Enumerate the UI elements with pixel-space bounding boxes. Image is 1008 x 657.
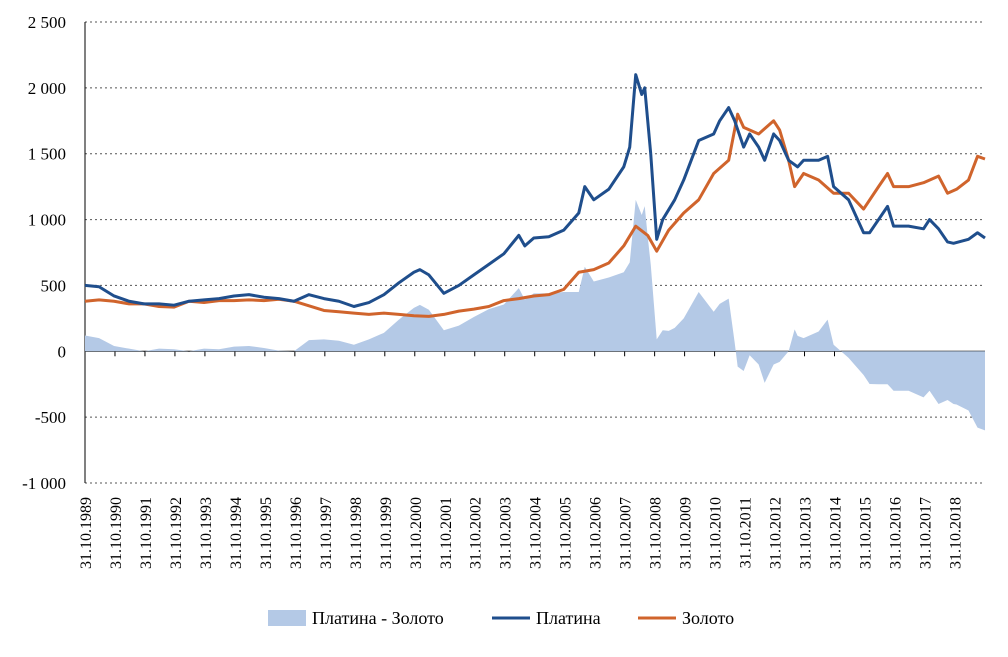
legend-swatch-diff — [268, 610, 306, 626]
legend-label-diff: Платина - Золото — [312, 608, 444, 628]
y-axis-tick-labels: 2 500 2 000 1 500 1 000 500 0 -500 -1 000 — [22, 13, 66, 493]
x-tick-label: 31.10.2004 — [528, 497, 545, 569]
x-tick-label: 31.10.2001 — [438, 497, 455, 569]
x-tick-label: 31.10.2009 — [678, 497, 695, 569]
y-tick-label: 1 500 — [28, 145, 66, 164]
x-tick-label: 31.10.1999 — [378, 497, 395, 569]
x-tick-label: 31.10.2012 — [768, 497, 785, 569]
x-tick-label: 31.10.2005 — [558, 497, 575, 569]
x-tick-label: 31.10.1993 — [198, 497, 215, 569]
legend-label-platinum: Платина — [536, 608, 601, 628]
x-tick-label: 31.10.2013 — [798, 497, 815, 569]
y-tick-label: -1 000 — [22, 474, 66, 493]
x-tick-label: 31.10.2007 — [618, 497, 635, 569]
x-tick-label: 31.10.2014 — [828, 497, 845, 569]
x-tick-label: 31.10.2016 — [887, 497, 904, 569]
area-series-platinum-minus-gold — [85, 199, 985, 431]
x-tick-label: 31.10.1989 — [78, 497, 95, 569]
line-platinum — [84, 73, 986, 309]
line-gold — [84, 112, 986, 318]
x-tick-label: 31.10.2017 — [917, 497, 934, 569]
legend-label-gold: Золото — [682, 608, 734, 628]
x-tick-label: 31.10.2010 — [708, 497, 725, 569]
x-tick-label: 31.10.1991 — [138, 497, 155, 569]
line-series — [84, 73, 986, 318]
y-tick-label: 2 500 — [28, 13, 66, 32]
x-tick-label: 31.10.2015 — [857, 497, 874, 569]
x-tick-label: 31.10.1995 — [258, 497, 275, 569]
x-tick-label: 31.10.1998 — [348, 497, 365, 569]
y-tick-label: -500 — [35, 408, 66, 427]
x-tick-label: 31.10.2008 — [648, 497, 665, 569]
y-tick-label: 2 000 — [28, 79, 66, 98]
x-tick-label: 31.10.2003 — [498, 497, 515, 569]
x-tick-label: 31.10.2011 — [738, 497, 755, 568]
legend: Платина - Золото Платина Золото — [268, 608, 734, 628]
y-tick-label: 1 000 — [28, 211, 66, 230]
x-tick-label: 31.10.2018 — [947, 497, 964, 569]
x-tick-label: 31.10.1997 — [318, 497, 335, 569]
x-tick-label: 31.10.2002 — [468, 497, 485, 569]
y-tick-label: 0 — [58, 342, 67, 361]
x-tick-label: 31.10.1992 — [168, 497, 185, 569]
x-tick-label: 31.10.2000 — [408, 497, 425, 569]
x-tick-label: 31.10.1996 — [288, 497, 305, 569]
area-platinum-minus-gold — [85, 199, 985, 431]
gridlines — [84, 21, 985, 484]
x-tick-label: 31.10.1990 — [108, 497, 125, 569]
x-tick-label: 31.10.1994 — [228, 497, 245, 569]
x-axis-tick-labels: 31.10.1989 31.10.1990 31.10.1991 31.10.1992… — [78, 497, 964, 569]
x-tick-label: 31.10.2006 — [588, 497, 605, 569]
y-tick-label: 500 — [41, 276, 67, 295]
